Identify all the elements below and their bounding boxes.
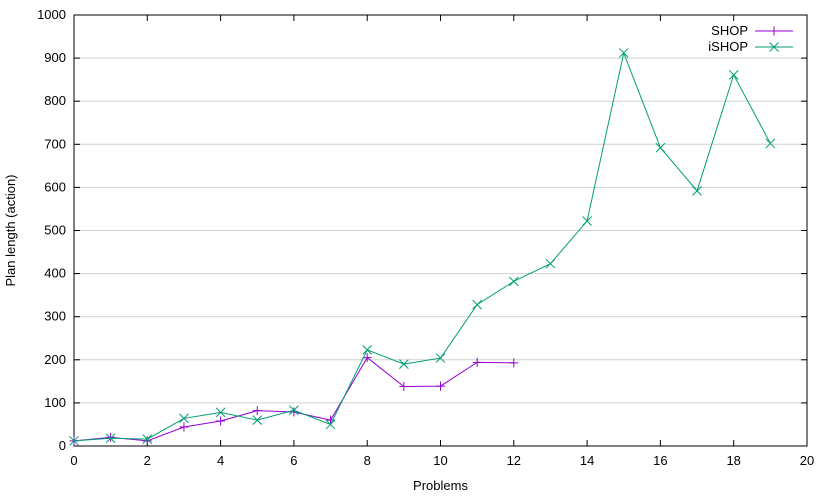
data-point — [399, 382, 409, 392]
data-point — [252, 415, 263, 425]
data-point — [509, 358, 519, 368]
x-tick-label: 0 — [70, 453, 77, 468]
data-point — [472, 299, 483, 310]
legend-marker — [769, 42, 779, 52]
data-point — [545, 258, 556, 269]
x-tick-label: 8 — [364, 453, 371, 468]
data-point — [289, 405, 299, 416]
y-tick-label: 100 — [44, 395, 66, 410]
legend-marker — [769, 26, 779, 36]
y-tick-label: 0 — [59, 438, 66, 453]
y-tick-label: 500 — [44, 223, 66, 238]
data-point — [362, 353, 372, 363]
grid-lines — [74, 57, 807, 404]
data-point — [105, 433, 116, 444]
x-tick-label: 18 — [726, 453, 740, 468]
axis-ticks: 0 100 200 300 400 500 600 700 800 900 1000 0 2 4 6 8 10 1… — [37, 7, 814, 468]
y-tick-label: 400 — [44, 266, 66, 281]
x-tick-label: 2 — [144, 453, 151, 468]
series-ishop — [69, 48, 776, 446]
data-point — [216, 416, 226, 426]
y-tick-label: 900 — [44, 50, 66, 65]
legend-label: iSHOP — [708, 39, 748, 54]
data-point — [765, 138, 776, 149]
y-tick-label: 300 — [44, 309, 66, 324]
data-point — [106, 432, 116, 442]
x-tick-label: 20 — [800, 453, 814, 468]
y-tick-label: 600 — [44, 179, 66, 194]
data-point — [655, 142, 666, 153]
data-point — [325, 419, 336, 430]
data-point — [142, 436, 152, 446]
x-tick-label: 16 — [653, 453, 667, 468]
y-tick-label: 700 — [44, 136, 66, 151]
x-tick-label: 12 — [507, 453, 521, 468]
data-point — [252, 406, 262, 416]
series-shop — [69, 353, 519, 446]
y-tick-label: 1000 — [37, 7, 66, 22]
y-tick-label: 800 — [44, 93, 66, 108]
data-point — [435, 353, 446, 363]
data-point — [692, 185, 702, 196]
data-series — [69, 48, 776, 446]
data-point — [508, 276, 519, 287]
data-point — [69, 435, 79, 446]
data-point — [179, 422, 189, 432]
data-point — [215, 407, 226, 418]
data-point — [582, 216, 592, 226]
x-tick-label: 10 — [433, 453, 447, 468]
data-point — [618, 48, 629, 58]
data-point — [289, 407, 299, 417]
data-point — [326, 415, 336, 425]
x-tick-label: 6 — [290, 453, 297, 468]
series-line — [73, 51, 771, 442]
data-point — [179, 413, 189, 424]
x-tick-label: 14 — [580, 453, 594, 468]
data-point — [398, 359, 409, 369]
x-tick-label: 4 — [217, 453, 224, 468]
data-point — [142, 434, 153, 444]
y-tick-label: 200 — [44, 352, 66, 367]
data-point — [436, 381, 445, 391]
series-line — [73, 356, 514, 442]
y-axis-title: Plan length (action) — [3, 174, 18, 286]
data-point — [728, 70, 739, 80]
data-point — [472, 357, 482, 367]
x-axis-title: Problems — [413, 478, 468, 493]
data-point — [362, 345, 373, 355]
legend-label: SHOP — [711, 23, 748, 38]
